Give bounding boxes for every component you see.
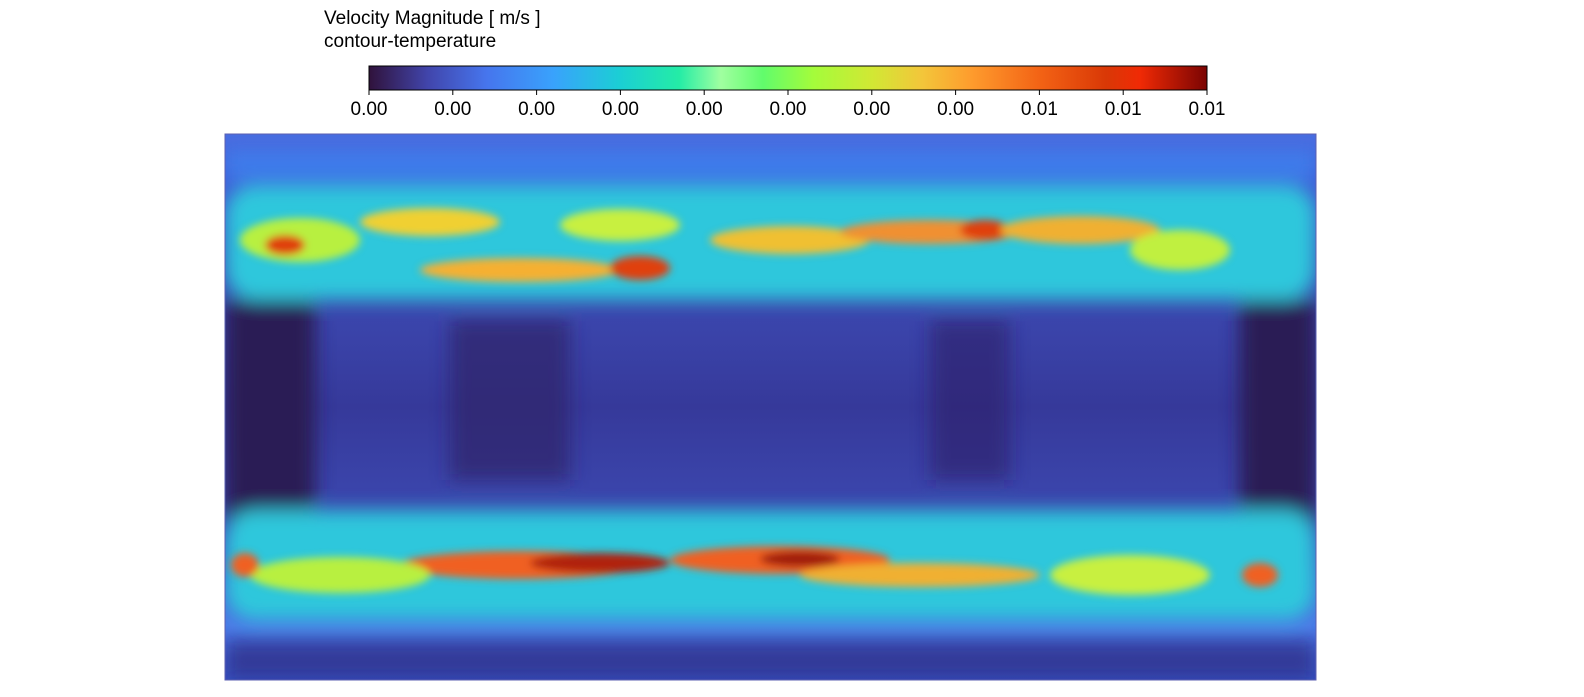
colorbar-ticks: 0.00 0.00 0.00 0.00 0.00 0.00 0.00 0.00 0.01 0.01… xyxy=(351,90,1226,120)
tick-label: 0.00 xyxy=(770,99,807,120)
field-border xyxy=(224,133,1317,681)
tick-label: 0.01 xyxy=(1189,99,1226,120)
tick-label: 0.00 xyxy=(686,99,723,120)
tick-label: 0.00 xyxy=(351,99,388,120)
tick-label: 0.00 xyxy=(434,99,471,120)
tick-label: 0.00 xyxy=(602,99,639,120)
legend-subtitle: contour-temperature xyxy=(324,31,496,52)
tick-label: 0.00 xyxy=(937,99,974,120)
tick-label: 0.01 xyxy=(1105,99,1142,120)
tick-label: 0.00 xyxy=(853,99,890,120)
contour-field xyxy=(225,134,1316,680)
colorbar xyxy=(368,65,1208,91)
tick-label: 0.01 xyxy=(1021,99,1058,120)
tick-label: 0.00 xyxy=(518,99,555,120)
legend-title: Velocity Magnitude [ m/s ] xyxy=(324,8,541,29)
